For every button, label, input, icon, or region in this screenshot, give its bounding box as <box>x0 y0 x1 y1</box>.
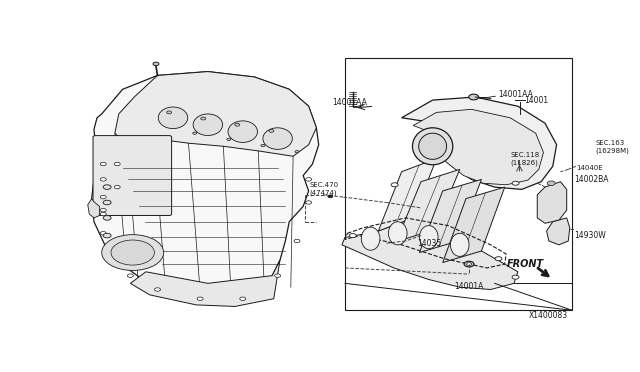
Ellipse shape <box>158 107 188 129</box>
Text: SEC.470
(47474): SEC.470 (47474) <box>309 182 339 196</box>
Polygon shape <box>342 218 518 289</box>
Circle shape <box>294 239 300 243</box>
Ellipse shape <box>263 128 292 150</box>
Ellipse shape <box>412 128 452 165</box>
Polygon shape <box>115 71 316 156</box>
Text: 14040E: 14040E <box>576 165 603 171</box>
Text: 14930W: 14930W <box>575 231 606 240</box>
Ellipse shape <box>228 121 257 142</box>
Ellipse shape <box>451 233 469 256</box>
Circle shape <box>295 151 299 153</box>
Circle shape <box>166 111 172 114</box>
Text: 14001: 14001 <box>524 96 548 105</box>
Circle shape <box>103 233 111 238</box>
Ellipse shape <box>362 227 380 250</box>
Circle shape <box>227 138 231 141</box>
Circle shape <box>100 162 106 166</box>
Polygon shape <box>396 169 460 242</box>
Ellipse shape <box>419 133 447 159</box>
Text: SEC.118
(11826): SEC.118 (11826) <box>510 152 540 166</box>
Text: 14002BA: 14002BA <box>575 175 609 184</box>
Circle shape <box>512 181 519 185</box>
Polygon shape <box>378 158 436 231</box>
Circle shape <box>349 234 356 238</box>
FancyBboxPatch shape <box>93 136 172 215</box>
Text: 14001AA: 14001AA <box>332 98 367 107</box>
Circle shape <box>512 275 519 279</box>
Text: SEC.163
(16298M): SEC.163 (16298M) <box>595 140 629 154</box>
Polygon shape <box>92 71 319 302</box>
Ellipse shape <box>193 114 223 135</box>
Circle shape <box>114 185 120 189</box>
Circle shape <box>391 183 398 187</box>
Text: 14035: 14035 <box>417 239 442 248</box>
Polygon shape <box>547 218 570 245</box>
Circle shape <box>154 288 161 291</box>
Polygon shape <box>413 109 543 185</box>
Polygon shape <box>402 97 557 189</box>
Polygon shape <box>419 179 481 253</box>
Bar <box>345 58 572 310</box>
Circle shape <box>153 62 159 65</box>
Circle shape <box>547 181 555 186</box>
Circle shape <box>103 216 111 220</box>
Circle shape <box>467 263 472 266</box>
Text: 14001A: 14001A <box>454 282 484 291</box>
Circle shape <box>306 201 312 204</box>
Circle shape <box>100 195 106 199</box>
Circle shape <box>111 240 154 265</box>
Circle shape <box>100 212 106 216</box>
Circle shape <box>103 200 111 205</box>
Circle shape <box>102 235 164 270</box>
Circle shape <box>103 185 111 189</box>
Circle shape <box>275 274 280 278</box>
Polygon shape <box>88 199 99 218</box>
Circle shape <box>464 261 474 267</box>
Circle shape <box>114 162 120 166</box>
Circle shape <box>306 178 312 181</box>
Circle shape <box>193 132 196 134</box>
Ellipse shape <box>419 225 438 249</box>
Circle shape <box>495 257 502 261</box>
Circle shape <box>100 232 106 235</box>
Polygon shape <box>131 260 280 307</box>
Polygon shape <box>537 182 566 223</box>
Text: FRONT: FRONT <box>506 259 543 269</box>
Circle shape <box>201 117 205 120</box>
Circle shape <box>261 144 265 147</box>
Circle shape <box>240 297 246 301</box>
Circle shape <box>100 178 106 181</box>
Circle shape <box>269 129 274 132</box>
Circle shape <box>468 94 479 100</box>
Circle shape <box>235 123 240 126</box>
Text: X1400083: X1400083 <box>529 311 568 320</box>
Polygon shape <box>443 187 505 263</box>
Circle shape <box>197 297 203 301</box>
Text: 14001AA: 14001AA <box>499 90 533 99</box>
Circle shape <box>100 208 106 212</box>
Circle shape <box>127 274 133 278</box>
Circle shape <box>328 195 333 198</box>
Ellipse shape <box>388 222 407 245</box>
